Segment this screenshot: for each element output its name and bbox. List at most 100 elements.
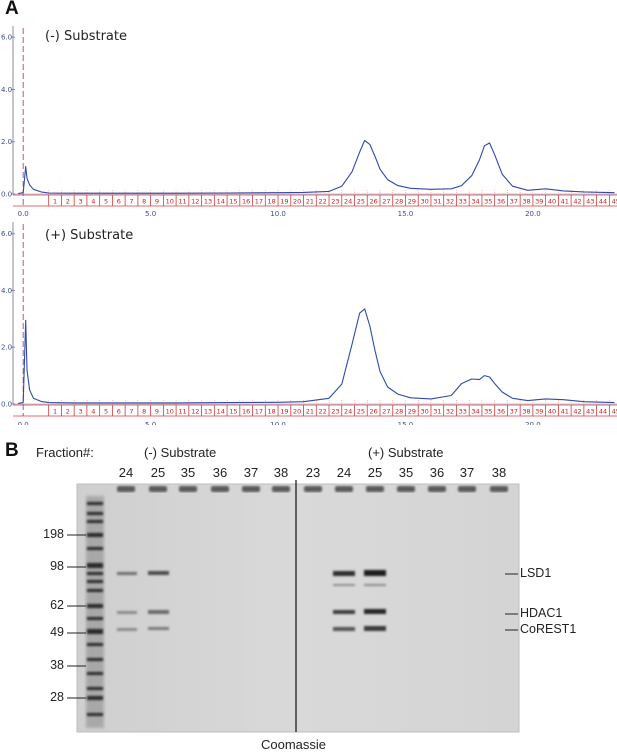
- fraction-label: 6: [117, 408, 121, 416]
- well: [428, 486, 446, 492]
- gel-border: [76, 483, 520, 733]
- fraction-label: 40: [548, 408, 556, 416]
- lane-number: 23: [305, 465, 321, 480]
- band-minor: [333, 584, 355, 586]
- fraction-label: 34: [471, 198, 479, 206]
- fraction-label: 8: [142, 408, 146, 416]
- marker-label: 98: [50, 559, 64, 573]
- fraction-label: 25: [357, 198, 365, 206]
- fraction-label: 4: [91, 408, 95, 416]
- ladder-band: [87, 589, 103, 592]
- band-lsd1: [364, 570, 386, 576]
- ladder-band: [87, 563, 103, 568]
- fraction-label: 31: [433, 198, 441, 206]
- trace-line: [18, 308, 615, 404]
- fraction-label: 23: [331, 408, 339, 416]
- ladder-band: [87, 512, 103, 515]
- ladder-band: [87, 713, 103, 716]
- fraction-label: 11: [178, 408, 186, 416]
- fraction-label: 24: [344, 198, 352, 206]
- ladder-band: [87, 520, 103, 523]
- fraction-label: 37: [510, 408, 518, 416]
- trace-line: [18, 139, 615, 195]
- fraction-label: 29: [408, 198, 416, 206]
- ladder-smear: [86, 496, 104, 728]
- x-tick-label: 10.0: [270, 421, 286, 425]
- ladder-band: [87, 696, 103, 700]
- fraction-label: 24: [344, 408, 352, 416]
- fraction-label: 39: [535, 198, 543, 206]
- band-hdac1: [364, 609, 386, 614]
- sample-bands: [117, 570, 386, 631]
- fraction-label: 10: [166, 408, 174, 416]
- fraction-label: 27: [382, 408, 390, 416]
- fraction-label: 3: [78, 198, 82, 206]
- fraction-label: 45: [612, 198, 617, 206]
- y-tick-label: 0.0: [1, 401, 12, 409]
- gel-fraction-label: Fraction#:: [36, 445, 94, 460]
- fraction-label: 2: [66, 198, 70, 206]
- fraction-label: 38: [522, 408, 530, 416]
- fraction-label: 22: [319, 408, 327, 416]
- ladder-band: [87, 604, 103, 608]
- well: [179, 486, 197, 492]
- fraction-label: 2: [66, 408, 70, 416]
- fraction-label: 12: [191, 198, 199, 206]
- ladder-band: [87, 502, 103, 505]
- fraction-label: 20: [293, 408, 301, 416]
- gel-image: [67, 480, 520, 733]
- lane-number: 36: [429, 465, 445, 480]
- y-tick-label: 6.0: [1, 230, 12, 238]
- lane-number: 35: [398, 465, 414, 480]
- lane-number: 38: [491, 465, 507, 480]
- gel-stain-label: Coomassie: [261, 737, 327, 752]
- fraction-label: 14: [217, 408, 225, 416]
- well: [272, 486, 290, 492]
- fraction-label: 5: [104, 198, 108, 206]
- marker-label: 38: [50, 658, 64, 672]
- fraction-label: 6: [117, 198, 121, 206]
- ladder-band: [87, 617, 103, 620]
- fraction-label: 19: [280, 408, 288, 416]
- fraction-label: 17: [255, 408, 263, 416]
- well: [149, 486, 167, 492]
- well: [366, 486, 384, 492]
- gel-group-title-minus: (-) Substrate: [144, 445, 217, 460]
- y-tick-label: 2.0: [1, 138, 12, 146]
- lane-number: 24: [118, 465, 134, 480]
- fraction-label: 22: [319, 198, 327, 206]
- y-tick-label: 2.0: [1, 344, 12, 352]
- x-tick-label: 0.0: [18, 421, 29, 425]
- well: [242, 486, 260, 492]
- chart-title: (-) Substrate: [45, 29, 127, 44]
- marker-label: 198: [43, 527, 64, 541]
- lane-number: 24: [336, 465, 352, 480]
- marker-label: 49: [50, 625, 64, 639]
- fraction-label: 32: [446, 198, 454, 206]
- fraction-label: 36: [497, 198, 505, 206]
- fraction-label: 26: [369, 198, 377, 206]
- y-tick-label: 4.0: [1, 287, 12, 295]
- band-corest1: [117, 628, 137, 631]
- chromatograms: 6.04.02.00.01 2 3 4 5 6 7 8 9 10 11 12 13 14 15 16 17 18 1…: [1, 26, 617, 425]
- fraction-label: 25: [357, 408, 365, 416]
- y-tick-label: 4.0: [1, 86, 12, 94]
- fraction-label: 21: [306, 408, 314, 416]
- fraction-label: 4: [91, 198, 95, 206]
- fraction-label: 44: [599, 198, 607, 206]
- ladder-band: [87, 580, 103, 583]
- fraction-label: 1: [53, 408, 57, 416]
- fraction-label: 7: [129, 198, 133, 206]
- fraction-label: 43: [586, 408, 594, 416]
- x-tick-label: 5.0: [145, 421, 156, 425]
- x-tick-label: 10.0: [270, 210, 286, 218]
- well: [458, 486, 476, 492]
- fraction-label: 9: [155, 408, 159, 416]
- band-lsd1: [333, 571, 355, 576]
- fraction-label: 8: [142, 198, 146, 206]
- ladder-band: [87, 533, 103, 537]
- band-label-lsd1: LSD1: [520, 566, 552, 580]
- lane-number: 37: [459, 465, 475, 480]
- fraction-label: 17: [255, 198, 263, 206]
- band-hdac1: [333, 610, 355, 614]
